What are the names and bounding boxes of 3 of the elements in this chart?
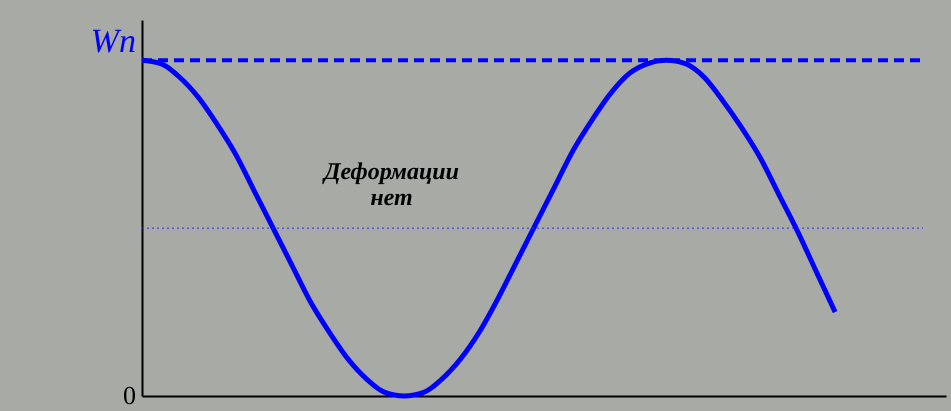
- annotation: 0: [123, 381, 136, 410]
- y-axis-title: Wп: [90, 23, 136, 60]
- annotation: Деформации нет: [322, 159, 459, 211]
